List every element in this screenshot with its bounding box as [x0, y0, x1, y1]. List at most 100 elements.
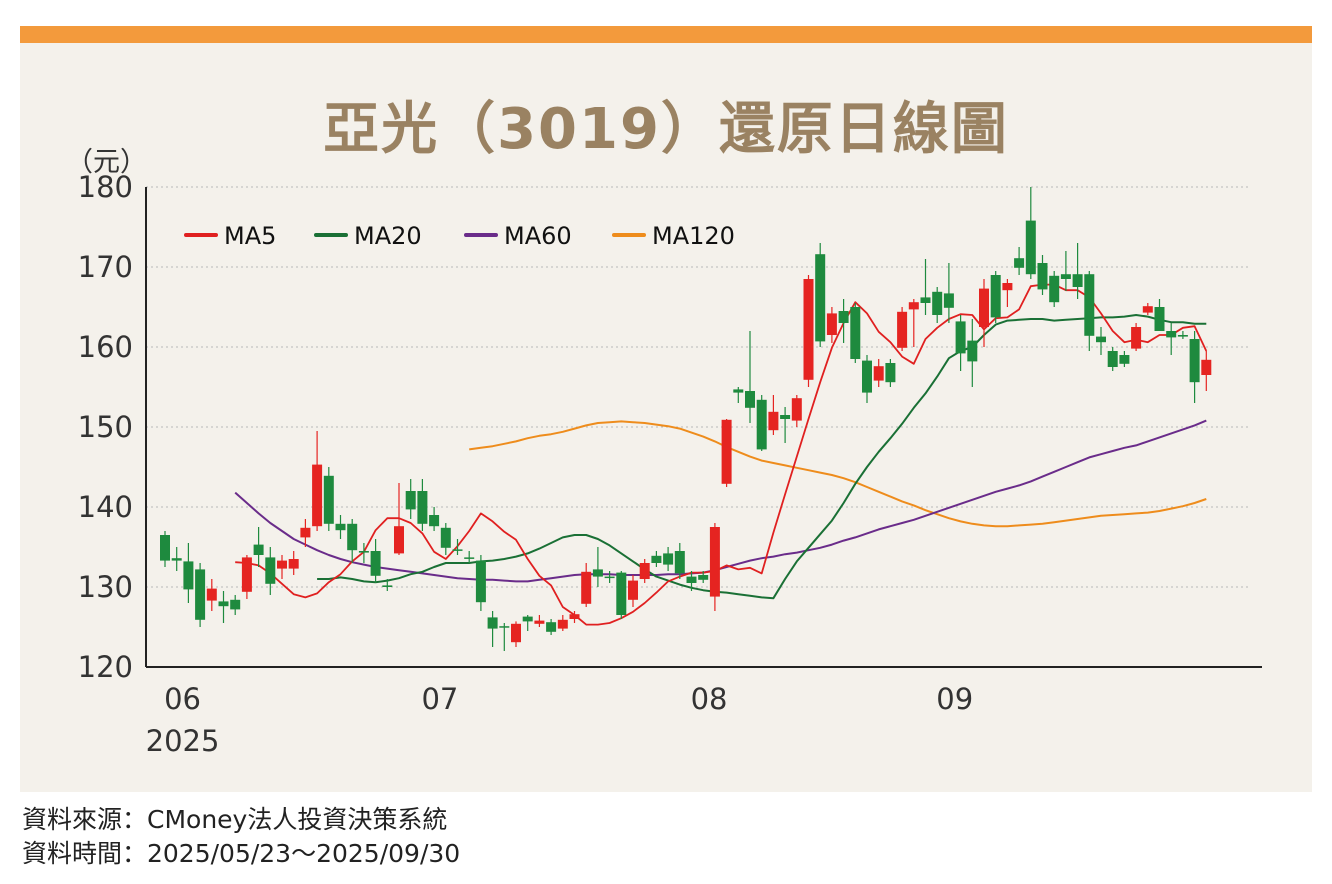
y-tick-label: 140: [78, 490, 133, 524]
candle-down: [160, 535, 170, 561]
candle-up: [768, 411, 779, 431]
candle-up: [288, 559, 299, 569]
candle-down: [780, 415, 791, 419]
legend-label-ma20: MA20: [354, 222, 422, 250]
candle-down: [195, 569, 206, 620]
ma120-line: [469, 420, 1207, 528]
y-tick-labels: 120 130 140 150 160 170 180: [78, 170, 133, 684]
candle-down: [171, 558, 182, 561]
candle-down: [1166, 331, 1177, 338]
candle-up: [873, 366, 884, 381]
candle-up: [897, 311, 908, 348]
candle-down: [990, 275, 1001, 318]
candle-down: [850, 307, 861, 359]
x-tick-label: 07: [421, 682, 458, 716]
y-tick-label: 180: [78, 170, 133, 204]
candle-down: [592, 569, 603, 577]
ma5-line: [235, 283, 1208, 626]
y-axis-unit-label: （元）: [66, 147, 147, 178]
candle-down: [417, 491, 428, 524]
candle-up: [312, 464, 323, 527]
candle-down: [1189, 339, 1200, 383]
legend-label-ma60: MA60: [504, 222, 572, 250]
candle-down: [230, 599, 241, 610]
candle-down: [382, 585, 393, 587]
candle-up: [826, 313, 837, 335]
candle-down: [370, 551, 381, 576]
candle-down: [347, 523, 358, 551]
candle-up: [1142, 306, 1153, 313]
candle-down: [452, 549, 463, 551]
y-tick-label: 170: [78, 250, 133, 284]
candle-down: [932, 291, 943, 315]
x-tick-labels: 06 2025 07 08 09: [146, 682, 974, 758]
candle-down: [604, 576, 615, 579]
candle-down: [1119, 355, 1130, 364]
candle-down: [1037, 263, 1048, 290]
candle-down: [487, 617, 498, 629]
candle-down: [464, 557, 475, 559]
candle-down: [405, 491, 416, 510]
legend-label-ma5: MA5: [224, 222, 276, 250]
candle-down: [1060, 274, 1071, 279]
candle-down: [1107, 351, 1118, 367]
candle-up: [241, 557, 252, 592]
y-tick-label: 130: [78, 570, 133, 604]
moving-average-lines: [234, 283, 1208, 626]
candle-down: [674, 551, 685, 574]
candle-up: [803, 279, 814, 380]
candle-down: [1177, 335, 1188, 337]
candle-down: [440, 527, 451, 548]
candle-down: [475, 560, 486, 603]
y-tick-label: 120: [78, 650, 133, 684]
candle-down: [698, 575, 709, 580]
candle-down: [838, 311, 849, 323]
y-tick-label: 160: [78, 330, 133, 364]
candle-up: [1002, 283, 1013, 291]
legend-label-ma120: MA120: [652, 222, 735, 250]
candle-up: [791, 398, 802, 421]
candle-down: [862, 360, 872, 393]
candle-down: [756, 399, 767, 450]
source-note: 資料來源：CMoney法人投資決策系統: [22, 805, 448, 834]
candle-down: [183, 561, 194, 590]
candle-down: [253, 544, 264, 555]
candle-up: [569, 614, 580, 619]
candle-down: [546, 622, 557, 632]
chart-title: 亞光（3019）還原日線圖: [323, 97, 1009, 162]
candle-up: [300, 527, 311, 538]
candle-down: [1072, 274, 1083, 287]
candle-up: [709, 527, 720, 597]
candle-down: [955, 321, 966, 354]
candle-up: [534, 620, 545, 624]
x-tick-label: 09: [936, 682, 973, 716]
candle-up: [277, 560, 287, 569]
candle-up: [1131, 327, 1142, 349]
candle-down: [1154, 307, 1165, 331]
candle-down: [265, 557, 276, 584]
candle-down: [745, 391, 755, 408]
candle-up: [908, 302, 919, 310]
candle-up: [206, 588, 217, 601]
candles: [160, 187, 1212, 651]
candle-down: [1049, 275, 1060, 303]
candle-up: [1201, 359, 1212, 375]
y-tick-label: 150: [78, 410, 133, 444]
candle-up: [557, 619, 568, 629]
x-tick-year-label: 2025: [146, 724, 220, 758]
x-tick-label: 08: [691, 682, 728, 716]
legend: MA5 MA20 MA60 MA120: [184, 222, 735, 250]
candle-up: [979, 288, 989, 327]
candle-up: [511, 623, 521, 643]
candle-down: [686, 576, 697, 583]
candle-down: [885, 363, 896, 383]
candle-up: [581, 571, 592, 604]
header-accent-bar: [20, 26, 1312, 43]
candle-down: [218, 601, 229, 607]
candle-down: [733, 389, 744, 393]
candle-down: [1025, 220, 1036, 275]
candle-up: [639, 563, 650, 579]
candle-up: [628, 580, 638, 600]
candle-down: [616, 572, 627, 615]
